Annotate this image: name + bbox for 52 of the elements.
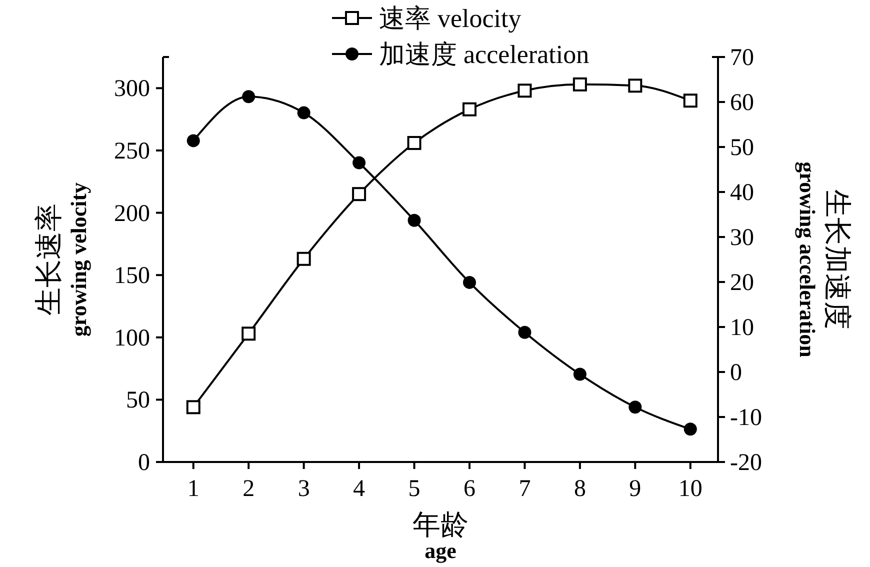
y-tick-label: 100 — [114, 325, 150, 352]
y2-tick-label: -20 — [730, 450, 762, 476]
y-axis-title: 生长速率 growing velocity — [34, 182, 91, 337]
y2-tick-label: 10 — [730, 315, 754, 341]
y-tick-label: 150 — [114, 263, 150, 290]
point — [242, 90, 256, 104]
point — [684, 422, 697, 436]
y-tick-label: 50 — [126, 388, 150, 414]
y2-tick-label: 30 — [730, 225, 754, 251]
legend-label: 加速度 acceleration — [379, 40, 590, 69]
point — [518, 84, 532, 98]
x-axis-title: 年龄 age — [412, 510, 468, 563]
x-tick-label: 10 — [678, 476, 702, 502]
point — [518, 326, 532, 339]
y2-axis-title: 生长加速度 growing acceleration — [795, 162, 852, 358]
point — [186, 400, 200, 414]
point — [628, 78, 642, 93]
point — [352, 187, 366, 202]
y-tick-label: 0 — [138, 450, 150, 476]
point — [296, 252, 311, 266]
point — [352, 156, 366, 170]
y2-tick-label: -10 — [730, 405, 762, 431]
x-tick-label: 4 — [353, 476, 366, 502]
y2-tick-label: 0 — [730, 360, 742, 386]
legend-label: 速率 velocity — [379, 4, 522, 33]
y-tick-label: 250 — [114, 138, 150, 164]
point — [573, 368, 586, 381]
y2-tick-label: 40 — [730, 180, 754, 206]
point — [186, 134, 200, 148]
y2-tick-label: 60 — [730, 90, 754, 116]
y-tick-label: 200 — [114, 200, 150, 227]
point — [242, 326, 256, 341]
point — [572, 77, 587, 92]
point — [462, 102, 476, 116]
point — [407, 136, 422, 150]
x-tick-label: 5 — [408, 476, 420, 502]
x-tick-label: 3 — [298, 476, 310, 502]
point — [408, 214, 421, 227]
x-tick-label: 6 — [463, 476, 476, 502]
x-tick-label: 7 — [518, 476, 531, 502]
point — [462, 276, 476, 289]
x-tick-label: 8 — [574, 476, 586, 502]
y-tick-label: 300 — [114, 76, 150, 102]
x-tick-label: 2 — [242, 476, 255, 502]
y2-tick-label: 50 — [730, 135, 754, 161]
y2-tick-label: 20 — [730, 270, 754, 296]
point — [297, 106, 310, 120]
y2-tick-label: 70 — [730, 45, 754, 71]
point — [683, 94, 698, 108]
point — [628, 400, 642, 414]
x-tick-label: 9 — [629, 476, 642, 502]
x-tick-label: 1 — [187, 476, 200, 502]
